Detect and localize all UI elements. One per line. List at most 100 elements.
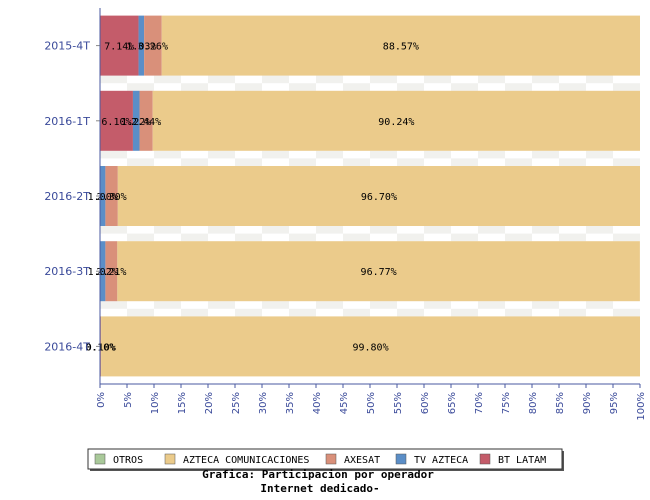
grid-band-cell xyxy=(181,83,208,91)
grid-band-cell xyxy=(424,75,451,84)
grid-band-cell xyxy=(613,308,640,317)
y-tick-label: 2015-4T xyxy=(44,40,90,53)
grid-band-cell xyxy=(262,226,289,234)
grid-band-cell xyxy=(505,308,532,317)
grid-band-cell xyxy=(532,226,559,234)
legend-swatch xyxy=(164,453,176,465)
y-tick-label: 2016-2T xyxy=(44,190,90,203)
grid-band-cell xyxy=(235,83,262,91)
data-label: 3.26% xyxy=(138,42,168,53)
x-tick-label: 60% xyxy=(420,392,431,414)
data-label: 99.80% xyxy=(352,342,388,353)
x-tick-label: 50% xyxy=(366,392,377,414)
grid-band-cell xyxy=(316,226,343,234)
data-label: 7.14% xyxy=(104,42,134,53)
data-label: 88.57% xyxy=(383,42,419,53)
x-tick-label: 100% xyxy=(636,392,647,421)
legend-swatch xyxy=(325,453,337,465)
bar-azteca-comunicaciones xyxy=(152,90,641,151)
legend-box xyxy=(87,448,563,470)
data-label: 6.10% xyxy=(101,117,131,128)
grid-band-cell xyxy=(424,226,451,234)
x-tick-label: 35% xyxy=(285,392,296,414)
legend-swatch xyxy=(395,453,407,465)
grid-band-cell xyxy=(181,233,208,242)
x-tick-label: 0% xyxy=(96,392,107,408)
x-tick-label: 85% xyxy=(555,392,566,414)
x-tick-label: 40% xyxy=(312,392,323,414)
x-tick-label: 45% xyxy=(339,392,350,414)
x-tick-label: 65% xyxy=(447,392,458,414)
bar-tv-azteca xyxy=(100,241,106,302)
x-tick-label: 90% xyxy=(582,392,593,414)
y-tick-label: 2016-1T xyxy=(44,115,90,128)
y-tick-label: 2016-4T xyxy=(44,340,90,353)
grid-band-cell xyxy=(532,75,559,84)
grid-band-cell xyxy=(316,75,343,84)
grid-band-cell xyxy=(235,233,262,242)
x-tick-label: 15% xyxy=(177,392,188,414)
grid-band-cell xyxy=(127,83,154,91)
grid-band-cell xyxy=(424,150,451,159)
plot-background xyxy=(100,75,640,317)
data-label: 1.00% xyxy=(88,192,118,203)
grid-band-cell xyxy=(289,83,316,91)
grid-band-cell xyxy=(262,150,289,159)
x-tick-label: 55% xyxy=(393,392,404,414)
legend: OTROS AZTECA COMUNICACIONES AXESAT TV AZTEC… xyxy=(87,448,564,471)
grid-band-cell xyxy=(559,83,586,91)
grid-band-cell xyxy=(262,301,289,309)
data-label: 1.03% xyxy=(126,42,156,53)
bar-axesat xyxy=(105,241,118,302)
grid-band-cell xyxy=(478,150,505,159)
x-tick-label: 25% xyxy=(231,392,242,414)
data-label: 96.70% xyxy=(361,192,397,203)
bar-azteca-comunicaciones xyxy=(161,15,641,76)
grid-band-cell xyxy=(289,158,316,166)
bar-azteca-comunicaciones xyxy=(117,241,640,302)
legend-label: BT LATAM xyxy=(498,455,546,466)
grid-band-cell xyxy=(586,301,613,309)
grid-band-cell xyxy=(451,158,478,166)
grid-band-cell xyxy=(262,75,289,84)
grid-band-cell xyxy=(586,150,613,159)
grid-band-cell xyxy=(208,226,235,234)
grid-band-cell xyxy=(289,308,316,317)
legend-label: OTROS xyxy=(113,455,143,466)
bar-axesat xyxy=(144,15,162,76)
grid-band-cell xyxy=(100,150,127,159)
grid-band-cell xyxy=(316,301,343,309)
axes: 2015-4T 2016-1T 2016-2T 2016-3T 2016-4T 0% 5% 1… xyxy=(44,8,647,421)
grid-band-cell xyxy=(586,226,613,234)
grid-band-cell xyxy=(586,75,613,84)
grid-band-cell xyxy=(424,301,451,309)
grid-band-cell xyxy=(154,226,181,234)
grid-band-cell xyxy=(154,75,181,84)
grid-band-cell xyxy=(154,150,181,159)
legend-label: TV AZTECA xyxy=(414,455,468,466)
grid-band-cell xyxy=(100,75,127,84)
grid-band-cell xyxy=(100,301,127,309)
x-tick-label: 70% xyxy=(474,392,485,414)
grid-band-cell xyxy=(370,150,397,159)
legend-label: AZTECA COMUNICACIONES xyxy=(183,455,309,466)
chart-title-line-1: Grafica: Participacion por operador xyxy=(202,468,434,481)
grid-band-cell xyxy=(181,308,208,317)
grid-band-cell xyxy=(343,158,370,166)
data-label: 2.44% xyxy=(131,117,161,128)
grid-band-cell xyxy=(343,308,370,317)
grid-band-cell xyxy=(397,158,424,166)
grid-band-cell xyxy=(208,75,235,84)
bar-axesat xyxy=(100,316,102,377)
grid-band-cell xyxy=(127,308,154,317)
grid-band-cell xyxy=(208,150,235,159)
grid-band-cell xyxy=(451,308,478,317)
chart-title-line-2: Internet dedicado- xyxy=(260,482,379,495)
legend-swatch xyxy=(94,453,106,465)
data-label: 1.02% xyxy=(88,267,118,278)
bars xyxy=(100,15,641,377)
grid-band-cell xyxy=(397,308,424,317)
y-tick-label: 2016-3T xyxy=(44,265,90,278)
x-tick-label: 20% xyxy=(204,392,215,414)
